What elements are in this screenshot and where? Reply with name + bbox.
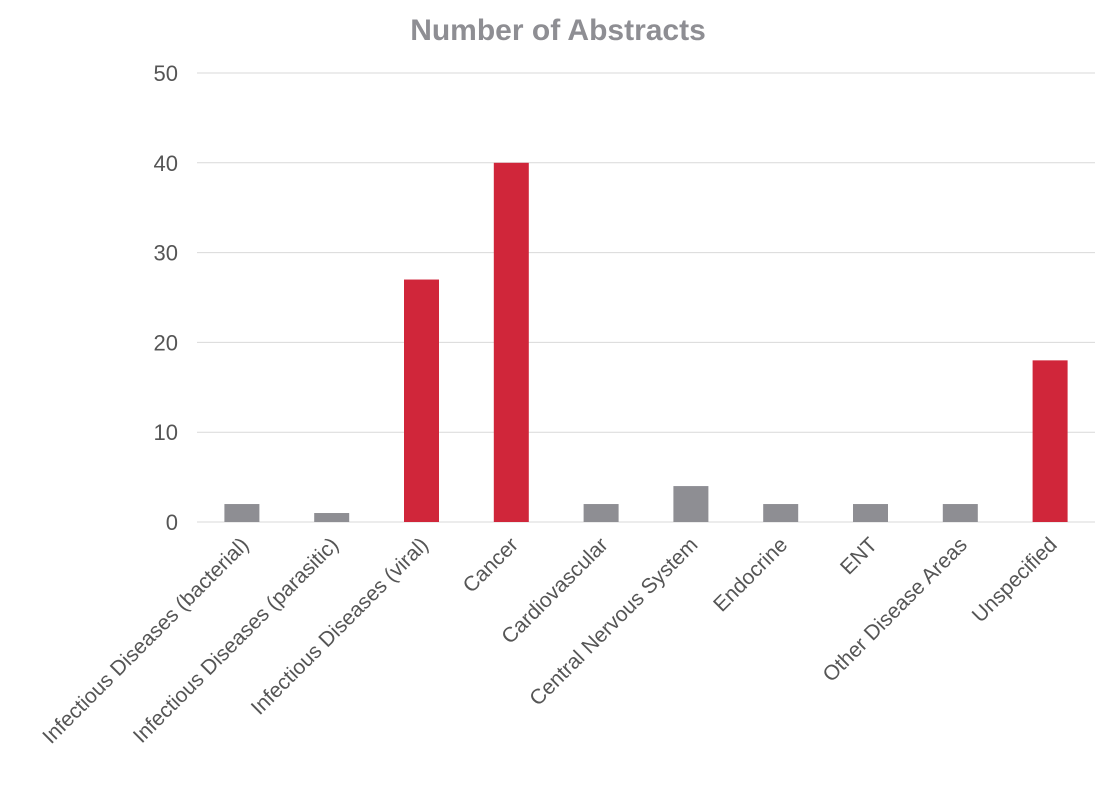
y-tick-label: 20 [154,330,178,355]
gridlines [197,72,1095,523]
bar [673,486,709,522]
chart-title: Number of Abstracts [410,14,706,47]
x-tick-label: Infectious Diseases (viral) [247,533,433,719]
bar [942,504,978,522]
x-tick-label: Central Nervous System [525,533,702,710]
y-tick-label: 50 [154,61,178,86]
y-tick-label: 10 [154,420,178,445]
x-tick-label: Endocrine [709,533,792,616]
x-axis-ticks: Infectious Diseases (bacterial)Infectiou… [38,533,1061,748]
y-tick-label: 0 [166,510,178,535]
x-tick-label: ENT [836,533,882,579]
x-tick-label: Unspecified [968,533,1062,627]
bar [314,513,350,522]
y-axis-ticks: 0 10 20 30 40 50 [154,61,178,535]
bar [404,279,439,522]
y-tick-label: 30 [154,241,178,266]
y-tick-label: 40 [154,151,178,176]
bar [1032,360,1068,522]
bar [493,162,529,523]
bar [853,504,888,522]
x-tick-label: Cancer [459,533,523,597]
bars [224,162,1068,523]
bar [224,504,260,522]
bar [763,504,799,522]
bar [583,504,619,522]
